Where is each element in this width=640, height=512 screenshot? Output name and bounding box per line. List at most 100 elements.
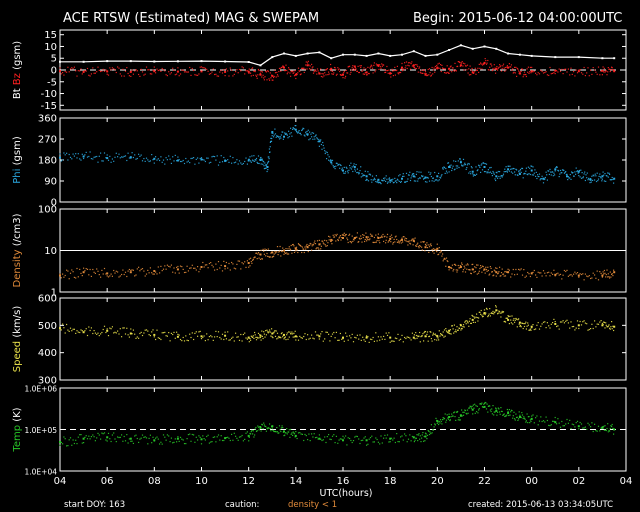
scatter-texture-Speed (457, 329, 459, 331)
scatter-texture-Temp (453, 411, 455, 413)
scatter-texture-Bz (236, 69, 238, 71)
scatter-texture-Temp (187, 434, 189, 436)
scatter-texture-Temp (318, 434, 320, 436)
scatter-texture-Bz (71, 67, 73, 69)
scatter-texture-Speed (255, 339, 258, 341)
scatter-texture-Temp (415, 437, 417, 439)
scatter-texture-Phi (176, 160, 178, 162)
scatter-texture-Bz (550, 73, 552, 75)
scatter-texture-Temp (211, 441, 213, 443)
scatter-texture-Temp (106, 440, 108, 442)
scatter-texture-Density (563, 269, 565, 272)
scatter-texture-Temp (554, 416, 556, 419)
scatter-texture-Phi (223, 156, 225, 159)
scatter-texture-Bz (476, 69, 478, 71)
scatter-texture-Speed (356, 334, 358, 336)
scatter-texture-Temp (498, 408, 500, 410)
scatter-texture-Speed (516, 318, 518, 320)
scatter-texture-Temp (261, 424, 263, 426)
scatter-texture-Speed (398, 339, 400, 341)
scatter-texture-Speed (512, 323, 514, 325)
scatter-texture-Phi (599, 173, 601, 175)
scatter-texture-Temp (328, 434, 330, 436)
scatter-texture-Temp (177, 436, 179, 438)
scatter-texture-Density (490, 267, 492, 269)
scatter-texture-Bz (377, 64, 379, 66)
scatter-texture-Density (413, 241, 415, 243)
scatter-texture-Phi (273, 136, 275, 138)
scatter-texture-Temp (191, 433, 193, 436)
scatter-texture-Density (151, 272, 153, 274)
scatter-texture-Bz (117, 66, 119, 68)
scatter-texture-Phi (140, 154, 142, 156)
scatter-texture-Phi (235, 161, 237, 163)
scatter-texture-Temp (260, 430, 262, 432)
scatter-texture-Phi (593, 175, 595, 177)
scatter-texture-Bz (362, 69, 364, 71)
scatter-texture-Phi (148, 160, 150, 163)
scatter-texture-Phi (493, 172, 495, 174)
scatter-texture-Phi (174, 154, 176, 156)
data-point-Bt (176, 60, 179, 63)
scatter-texture-Bz (200, 66, 203, 68)
scatter-texture-Temp (386, 434, 389, 436)
scatter-texture-Temp (491, 413, 493, 415)
scatter-texture-Bz (220, 69, 222, 72)
scatter-texture-Phi (553, 172, 555, 174)
scatter-texture-Bz (255, 74, 257, 76)
data-point-Bz (577, 70, 580, 73)
scatter-texture-Phi (601, 180, 603, 182)
scatter-texture-Bz (67, 66, 69, 68)
scatter-texture-Density (331, 239, 334, 241)
scatter-texture-Phi (360, 166, 362, 168)
scatter-texture-Bz (511, 69, 513, 71)
scatter-texture-Density (64, 274, 66, 277)
scatter-texture-Speed (160, 338, 162, 341)
scatter-texture-Phi (261, 159, 263, 161)
scatter-texture-Phi (421, 175, 423, 177)
data-point-Bz (200, 70, 203, 73)
scatter-texture-Density (507, 268, 509, 270)
scatter-texture-Bz (157, 69, 159, 72)
scatter-texture-Speed (484, 313, 486, 316)
scatter-texture-Phi (423, 178, 425, 180)
scatter-texture-Phi (111, 158, 113, 160)
scatter-texture-Phi (561, 172, 563, 174)
scatter-texture-Phi (441, 174, 443, 176)
scatter-texture-Speed (324, 338, 326, 340)
scatter-texture-Temp (483, 403, 485, 405)
scatter-texture-Density (203, 266, 205, 268)
scatter-texture-Temp (269, 423, 271, 425)
scatter-texture-Speed (464, 320, 467, 322)
scatter-texture-Density (148, 272, 150, 274)
scatter-texture-Phi (307, 134, 309, 136)
scatter-texture-Bz (259, 72, 262, 74)
scatter-texture-Speed (159, 337, 161, 339)
scatter-texture-Density (149, 267, 151, 269)
scatter-texture-Bz (265, 70, 267, 72)
scatter-texture-Density (420, 241, 422, 243)
scatter-texture-Phi (396, 182, 398, 184)
data-point-Density (106, 272, 109, 275)
scatter-texture-Bz (466, 69, 468, 71)
scatter-texture-Density (600, 272, 602, 274)
scatter-texture-Speed (422, 333, 424, 335)
scatter-texture-Bz (596, 73, 598, 75)
scatter-texture-Phi (283, 136, 285, 138)
scatter-texture-Density (455, 269, 457, 271)
scatter-texture-Density (524, 276, 526, 278)
scatter-texture-Temp (110, 440, 112, 443)
scatter-texture-Speed (513, 318, 515, 320)
scatter-texture-Temp (265, 430, 267, 432)
scatter-texture-Phi (329, 160, 331, 162)
scatter-texture-Speed (583, 320, 585, 322)
scatter-texture-Bz (302, 68, 304, 70)
scatter-texture-Density (361, 241, 363, 243)
scatter-texture-Bz (144, 73, 146, 75)
scatter-texture-Bz (80, 68, 82, 70)
scatter-texture-Density (488, 274, 490, 276)
scatter-texture-Bz (390, 72, 393, 74)
scatter-texture-Speed (143, 332, 145, 334)
scatter-texture-Speed (161, 332, 163, 334)
scatter-texture-Temp (502, 414, 505, 416)
